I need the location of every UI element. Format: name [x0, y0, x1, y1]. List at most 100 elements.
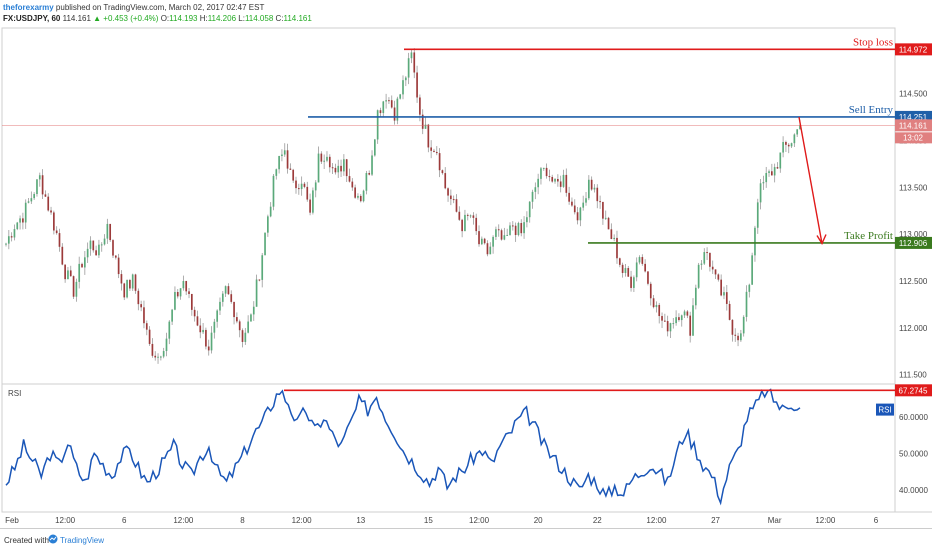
- created-with-text: Created with: [4, 536, 49, 545]
- candle-body: [7, 236, 10, 244]
- candle-body: [216, 310, 219, 322]
- candle-body: [382, 101, 385, 114]
- tradingview-link[interactable]: TradingView: [60, 536, 105, 545]
- candle-body: [416, 72, 418, 98]
- level-price-tag-text: 112.906: [899, 239, 928, 248]
- candle-body: [72, 276, 75, 297]
- time-tick-label: 12:00: [55, 516, 76, 525]
- time-tick-label: 13: [356, 516, 365, 525]
- candle-body: [272, 175, 275, 207]
- candle-body: [5, 243, 7, 245]
- candle-body: [773, 167, 776, 176]
- symbol-label[interactable]: FX:USDJPY, 60: [3, 14, 61, 23]
- candle-body: [351, 181, 354, 188]
- candle-body: [472, 215, 475, 218]
- candle-body: [655, 304, 658, 308]
- candle-body: [452, 199, 455, 201]
- candle-body: [340, 165, 342, 172]
- candle-body: [258, 279, 261, 281]
- candle-body: [582, 202, 585, 208]
- candle-body: [306, 186, 309, 200]
- candle-body: [376, 110, 379, 140]
- candle-body: [430, 147, 432, 151]
- candle-body: [168, 321, 171, 339]
- candle-body: [464, 214, 466, 232]
- candle-body: [86, 248, 89, 258]
- candle-body: [486, 243, 489, 255]
- candle-body: [114, 255, 117, 258]
- candle-body: [199, 325, 202, 333]
- candle-body: [131, 274, 134, 289]
- candle-body: [371, 155, 373, 175]
- candle-body: [297, 188, 300, 190]
- candle-body: [143, 307, 145, 324]
- candle-body: [709, 252, 711, 267]
- time-tick-label: 12:00: [292, 516, 313, 525]
- time-tick-label: 15: [424, 516, 433, 525]
- high-value: 114.206: [207, 14, 237, 23]
- candle-body: [275, 169, 278, 176]
- candle-body: [162, 351, 165, 357]
- candle-body: [700, 263, 703, 265]
- rsi-legend-badge: [876, 403, 894, 416]
- price-tick-label: 113.500: [899, 183, 928, 192]
- candle-body: [83, 257, 86, 268]
- candle-body: [374, 139, 376, 156]
- candle-body: [13, 229, 16, 238]
- candle-body: [478, 231, 480, 245]
- candle-body: [450, 195, 452, 200]
- candle-body: [683, 311, 686, 316]
- candle-body: [723, 292, 725, 296]
- candle-body: [205, 329, 207, 347]
- candle-body: [475, 217, 478, 232]
- candle-body: [754, 227, 756, 256]
- time-tick-label: 22: [593, 516, 602, 525]
- ohlc-line: FX:USDJPY, 60 114.161 ▲ +0.453 (+0.4%) O…: [3, 13, 312, 24]
- candle-body: [725, 292, 728, 304]
- candle-body: [706, 252, 708, 254]
- candle-body: [174, 292, 176, 310]
- candle-body: [787, 144, 790, 147]
- candle-body: [728, 303, 731, 320]
- author-link[interactable]: theforexarmy: [3, 3, 54, 12]
- candle-body: [44, 194, 47, 197]
- last-price-tag: [895, 119, 932, 132]
- level-price-tag: [895, 43, 932, 56]
- candle-body: [568, 192, 570, 202]
- candle-body: [652, 298, 655, 308]
- candle-body: [103, 238, 106, 245]
- candle-body: [22, 218, 24, 223]
- candle-body: [368, 172, 371, 175]
- candle-body: [661, 316, 663, 321]
- candle-body: [514, 225, 517, 236]
- candle-body: [593, 187, 596, 190]
- candle-body: [393, 107, 396, 121]
- chart-canvas[interactable]: 111.500 112.000 112.500 113.000 113.500 114.0…: [0, 0, 932, 528]
- rsi-line: [5, 388, 801, 506]
- candle-body: [261, 255, 264, 280]
- candle-body: [289, 168, 292, 170]
- candle-body: [264, 232, 266, 256]
- candle-body: [78, 263, 81, 282]
- candle-body: [785, 142, 787, 145]
- candle-body: [480, 238, 483, 245]
- candle-body: [323, 160, 326, 162]
- candle-body: [483, 238, 486, 244]
- candle-body: [647, 271, 649, 284]
- level-label: Stop loss: [853, 36, 893, 48]
- candle-body: [295, 180, 297, 189]
- candle-body: [207, 346, 210, 351]
- candle-body: [286, 150, 289, 169]
- candle-body: [157, 356, 159, 358]
- candle-body: [67, 270, 69, 280]
- candle-body: [151, 343, 154, 356]
- candle-body: [554, 178, 556, 182]
- candle-body: [742, 316, 745, 334]
- candle-body: [188, 291, 190, 294]
- candle-body: [27, 201, 30, 203]
- candle-body: [196, 316, 199, 326]
- candle-body: [466, 214, 469, 216]
- candle-body: [790, 143, 793, 147]
- candle-body: [537, 178, 539, 188]
- candle-body: [123, 283, 126, 298]
